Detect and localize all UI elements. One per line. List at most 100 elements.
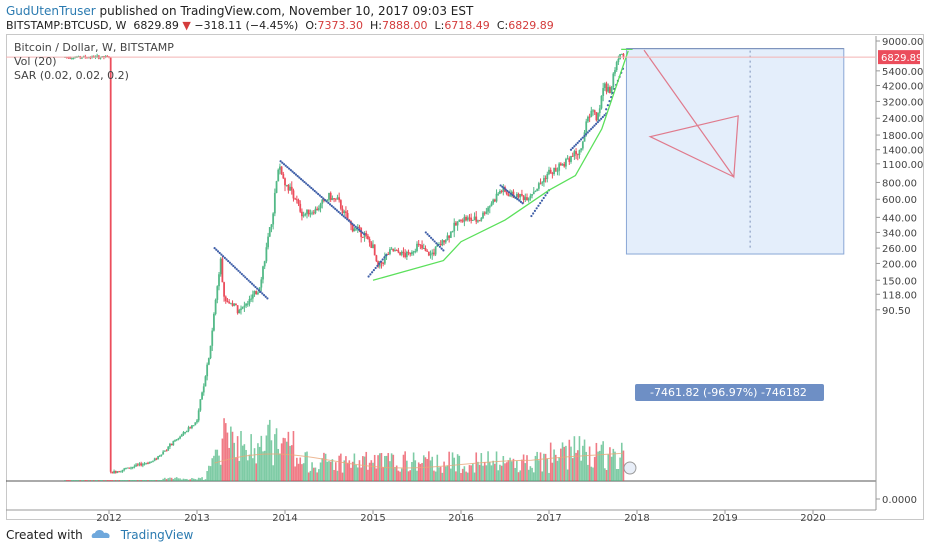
candle-body [536,188,539,191]
volume-bar [451,452,454,481]
volume-bar [311,462,313,481]
close-label: C: [496,19,509,32]
volume-bar [360,467,362,481]
sar-dot [357,228,361,231]
chart-canvas[interactable]: -7461.82 (-96.97%) -746182 9000.00 5400.0… [0,0,932,522]
candle-body [563,163,566,167]
candle-body [128,467,131,469]
volume-bar [157,480,159,481]
candle-body [383,256,386,264]
volume-bar [126,480,129,481]
candle-body [471,219,474,221]
sar-dot [530,214,533,218]
candle-body [306,209,308,214]
price-tick-label: 260.00 [882,244,917,255]
candle-body [568,158,571,162]
candle-body [245,303,247,306]
volume-bar [70,480,73,481]
candle-body [147,463,149,465]
sar-dot [235,268,238,271]
volume-bar [566,469,569,481]
volume-bar [121,480,124,481]
candle-body [257,292,259,295]
volume-bar [194,479,197,481]
volume-bar [301,464,303,481]
sar-dot [379,260,383,263]
price-tick-label: 600.00 [882,195,917,206]
volume-bar [504,463,506,481]
flag-icon [623,461,637,475]
volume-bar [277,448,280,481]
volume-bar [544,453,547,481]
volume-bar [302,463,305,481]
candle-body [304,213,307,216]
sar-dot [573,145,576,148]
volume-bar [321,458,324,481]
candle-body [527,198,530,201]
volume-bar [177,478,180,481]
candle-body [617,58,620,63]
triangle-drawing: -7461.82 (-96.97%) -746182 [626,48,844,401]
volume-bar [549,442,552,481]
candle-body [279,166,281,170]
sar-dot [539,202,542,205]
candle-body [534,190,537,192]
candle-body [157,456,159,460]
candle-body [150,461,153,463]
candle-body [575,151,577,155]
candle-body [224,296,227,301]
volume-bar [287,431,290,481]
volume-bar [109,480,112,481]
volume-bar [140,480,142,481]
volume-bar [230,426,232,481]
volume-bar [443,461,445,481]
candle-body [338,197,341,201]
sar-dot [342,215,345,218]
volume-bar [488,462,491,481]
candle-body [424,248,427,251]
candle-body [126,467,129,469]
candle-body [468,217,471,219]
legend-vol: Vol (20) [14,55,57,68]
sar-dot [281,161,284,164]
sar-dot [440,247,443,250]
candle-body [289,186,291,191]
volume-bar [587,464,589,481]
volume-bar [182,478,185,481]
volume-bar [565,445,567,481]
sar-dot [354,225,357,228]
sar-dot [578,140,581,143]
author-link[interactable]: GudUtenTruser [6,4,96,18]
volume-bar [113,480,115,481]
candle-body [554,167,557,171]
tradingview-brand-link[interactable]: TradingView [120,528,194,542]
volume-bar [228,447,230,481]
volume-bar [541,471,544,481]
volume-bar [394,467,396,481]
volume-bar [597,451,599,481]
candle-body [570,155,572,162]
volume-bar [197,477,200,481]
volume-bar [69,480,71,481]
volume-bar [208,465,210,481]
volume-bar [531,467,533,481]
volume-bar [558,457,560,481]
volume-bar [280,443,283,481]
down-arrow-icon: ▼ [182,19,191,32]
sar-dot [583,134,586,138]
candle-body [524,197,527,201]
sar-dot [431,238,434,241]
volume-bar [270,440,273,481]
volume-bar [385,455,388,481]
volume-bar [387,453,390,481]
sar-dot [240,272,243,276]
candle-body [622,53,625,58]
sar-dot [346,218,349,221]
volume-bar [103,480,105,481]
candle-body [307,209,310,215]
candle-body [499,191,501,194]
candle-body [389,249,391,255]
volume-bar [82,480,85,481]
candle-body [585,121,588,133]
candle-body [487,207,489,212]
